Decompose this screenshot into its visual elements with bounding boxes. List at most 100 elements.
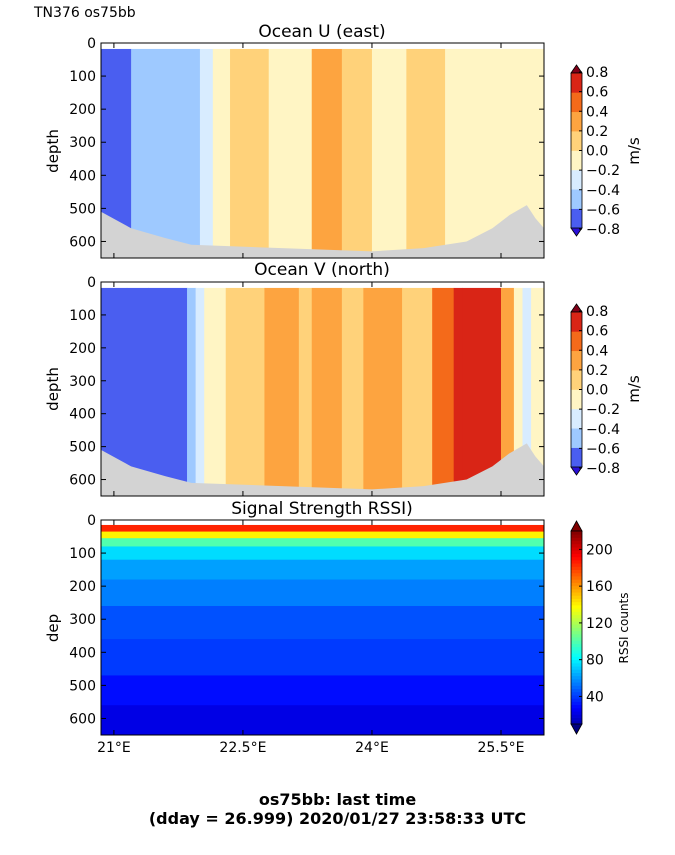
colorbar-gradient-step <box>571 633 582 638</box>
y-tick-label: 0 <box>87 275 96 291</box>
y-tick-label: 100 <box>69 69 96 85</box>
colorbar-bin <box>571 131 582 151</box>
colorbar-bin <box>571 370 582 390</box>
colorbar-gradient-step <box>571 662 582 667</box>
x-ticks <box>113 282 502 496</box>
y-tick-label: 200 <box>69 102 96 118</box>
colorbar-bin <box>571 189 582 209</box>
colorbar-gradient-step <box>571 550 582 554</box>
y-ticks: 0 100 200 300 400 500 600 <box>69 513 544 727</box>
colorbar-gradient-step <box>571 675 582 680</box>
plot-frame <box>100 42 545 259</box>
bathymetry-area <box>101 205 544 258</box>
panel-title: Ocean V (north) <box>254 260 390 280</box>
colorbar-tick-label: 80 <box>586 653 604 669</box>
rssi-band <box>101 639 544 676</box>
y-tick-label: 300 <box>69 612 96 628</box>
panel-title: Ocean U (east) <box>258 22 385 42</box>
colorbar-bin <box>571 389 582 410</box>
velocity-column <box>264 287 300 496</box>
colorbar-bin <box>571 73 582 93</box>
colorbar-tick-label: 0.8 <box>586 304 608 320</box>
colorbar-bin <box>571 92 582 113</box>
panel-ocean-v: Ocean V (north) depth 0 100 200 300 400 500 60… <box>44 260 643 497</box>
plot-area <box>100 281 545 497</box>
colorbar-gradient-step <box>571 556 582 561</box>
velocity-column <box>500 287 515 496</box>
x-tick-label: 25.5°E <box>477 740 524 756</box>
colorbar-gradient-step <box>571 604 582 609</box>
colorbar-gradient-step <box>571 637 582 641</box>
colorbar-tick-label: 0.4 <box>586 104 608 120</box>
colorbar-tick-label: −0.2 <box>586 402 620 418</box>
colorbar-gradient-step <box>571 659 582 664</box>
colorbar-bin <box>571 350 582 371</box>
colorbar-gradient-step <box>571 656 582 661</box>
plot-area <box>100 42 545 259</box>
colorbar-gradient-step <box>571 614 582 619</box>
colorbar-gradient-step <box>571 704 582 709</box>
colorbar-gradient-step <box>571 595 582 599</box>
rssi-band <box>101 705 544 736</box>
colorbar-gradient-step <box>571 653 582 657</box>
y-tick-label: 200 <box>69 341 96 357</box>
colorbar-tick-label: −0.8 <box>586 222 620 238</box>
plot-area <box>100 519 545 736</box>
colorbar-tick-label: −0.4 <box>586 422 620 438</box>
velocity-column <box>212 48 231 259</box>
rssi-band <box>101 524 544 533</box>
y-axis-label: depth <box>44 129 62 173</box>
colorbar-gradient-step <box>571 611 582 616</box>
colorbar: 0.8 0.6 0.4 0.2 0.0 −0.2 −0.4 −0.6 −0.8 <box>570 64 620 238</box>
colorbar-gradient-step <box>571 720 582 725</box>
velocity-column <box>402 287 433 496</box>
colorbar-gradient-step <box>571 691 582 696</box>
colorbar-bin <box>571 312 582 332</box>
colorbar-gradient-step <box>571 688 582 693</box>
colorbar-gradient-step <box>571 650 582 654</box>
y-tick-label: 300 <box>69 374 96 390</box>
colorbar-bin <box>571 447 582 468</box>
y-ticks: 0 100 200 300 400 500 600 <box>69 275 544 489</box>
colorbar: 0.8 0.6 0.4 0.2 0.0 −0.2 −0.4 −0.6 −0.8 <box>570 303 620 477</box>
velocity-column <box>462 287 502 496</box>
y-ticks: 0 100 200 300 400 500 600 <box>69 36 544 250</box>
colorbar-gradient-step <box>571 572 582 577</box>
colorbar-label: m/s <box>625 375 643 403</box>
colorbar-tick-label: 0.6 <box>586 324 608 340</box>
y-tick-label: 500 <box>69 201 96 217</box>
colorbar-gradient-step <box>571 682 582 686</box>
velocity-column <box>230 48 270 259</box>
y-tick-label: 400 <box>69 168 96 184</box>
velocity-column <box>204 287 227 496</box>
velocity-column <box>268 48 313 259</box>
colorbar-gradient-step <box>571 547 582 551</box>
colorbar-bin <box>571 208 582 229</box>
colorbar-tick-label: 0.0 <box>586 383 608 399</box>
colorbar-gradient-step <box>571 698 582 702</box>
y-tick-label: 500 <box>69 440 96 456</box>
velocity-column <box>445 48 485 259</box>
colorbar-tick-label: 0.2 <box>586 124 608 140</box>
colorbar-gradient-step <box>571 717 582 722</box>
colorbar-tick-label: −0.2 <box>586 163 620 179</box>
colorbar-gradient-step <box>571 627 582 632</box>
colorbar-gradient-step <box>571 669 582 673</box>
velocity-column <box>199 48 214 259</box>
y-axis-label: dep <box>44 614 62 642</box>
y-tick-label: 0 <box>87 513 96 529</box>
y-tick-label: 600 <box>69 234 96 250</box>
x-ticks: 21°E 22.5°E 24°E 25.5°E <box>97 520 525 756</box>
y-tick-label: 400 <box>69 407 96 423</box>
colorbar-gradient-step <box>571 569 582 574</box>
colorbar: 200 160 120 80 40 <box>570 520 613 735</box>
colorbar-gradient-step <box>571 640 582 644</box>
colorbar-gradient-step <box>571 678 582 683</box>
colorbar-tick-label: 0.8 <box>586 65 608 81</box>
cruise-label: TN376 os75bb <box>33 5 136 21</box>
colorbar-tick-label: 0.6 <box>586 85 608 101</box>
colorbar-extend-min <box>570 723 583 735</box>
colorbar-gradient-step <box>571 630 582 635</box>
colorbar-bin <box>571 331 582 352</box>
velocity-column <box>341 287 364 496</box>
